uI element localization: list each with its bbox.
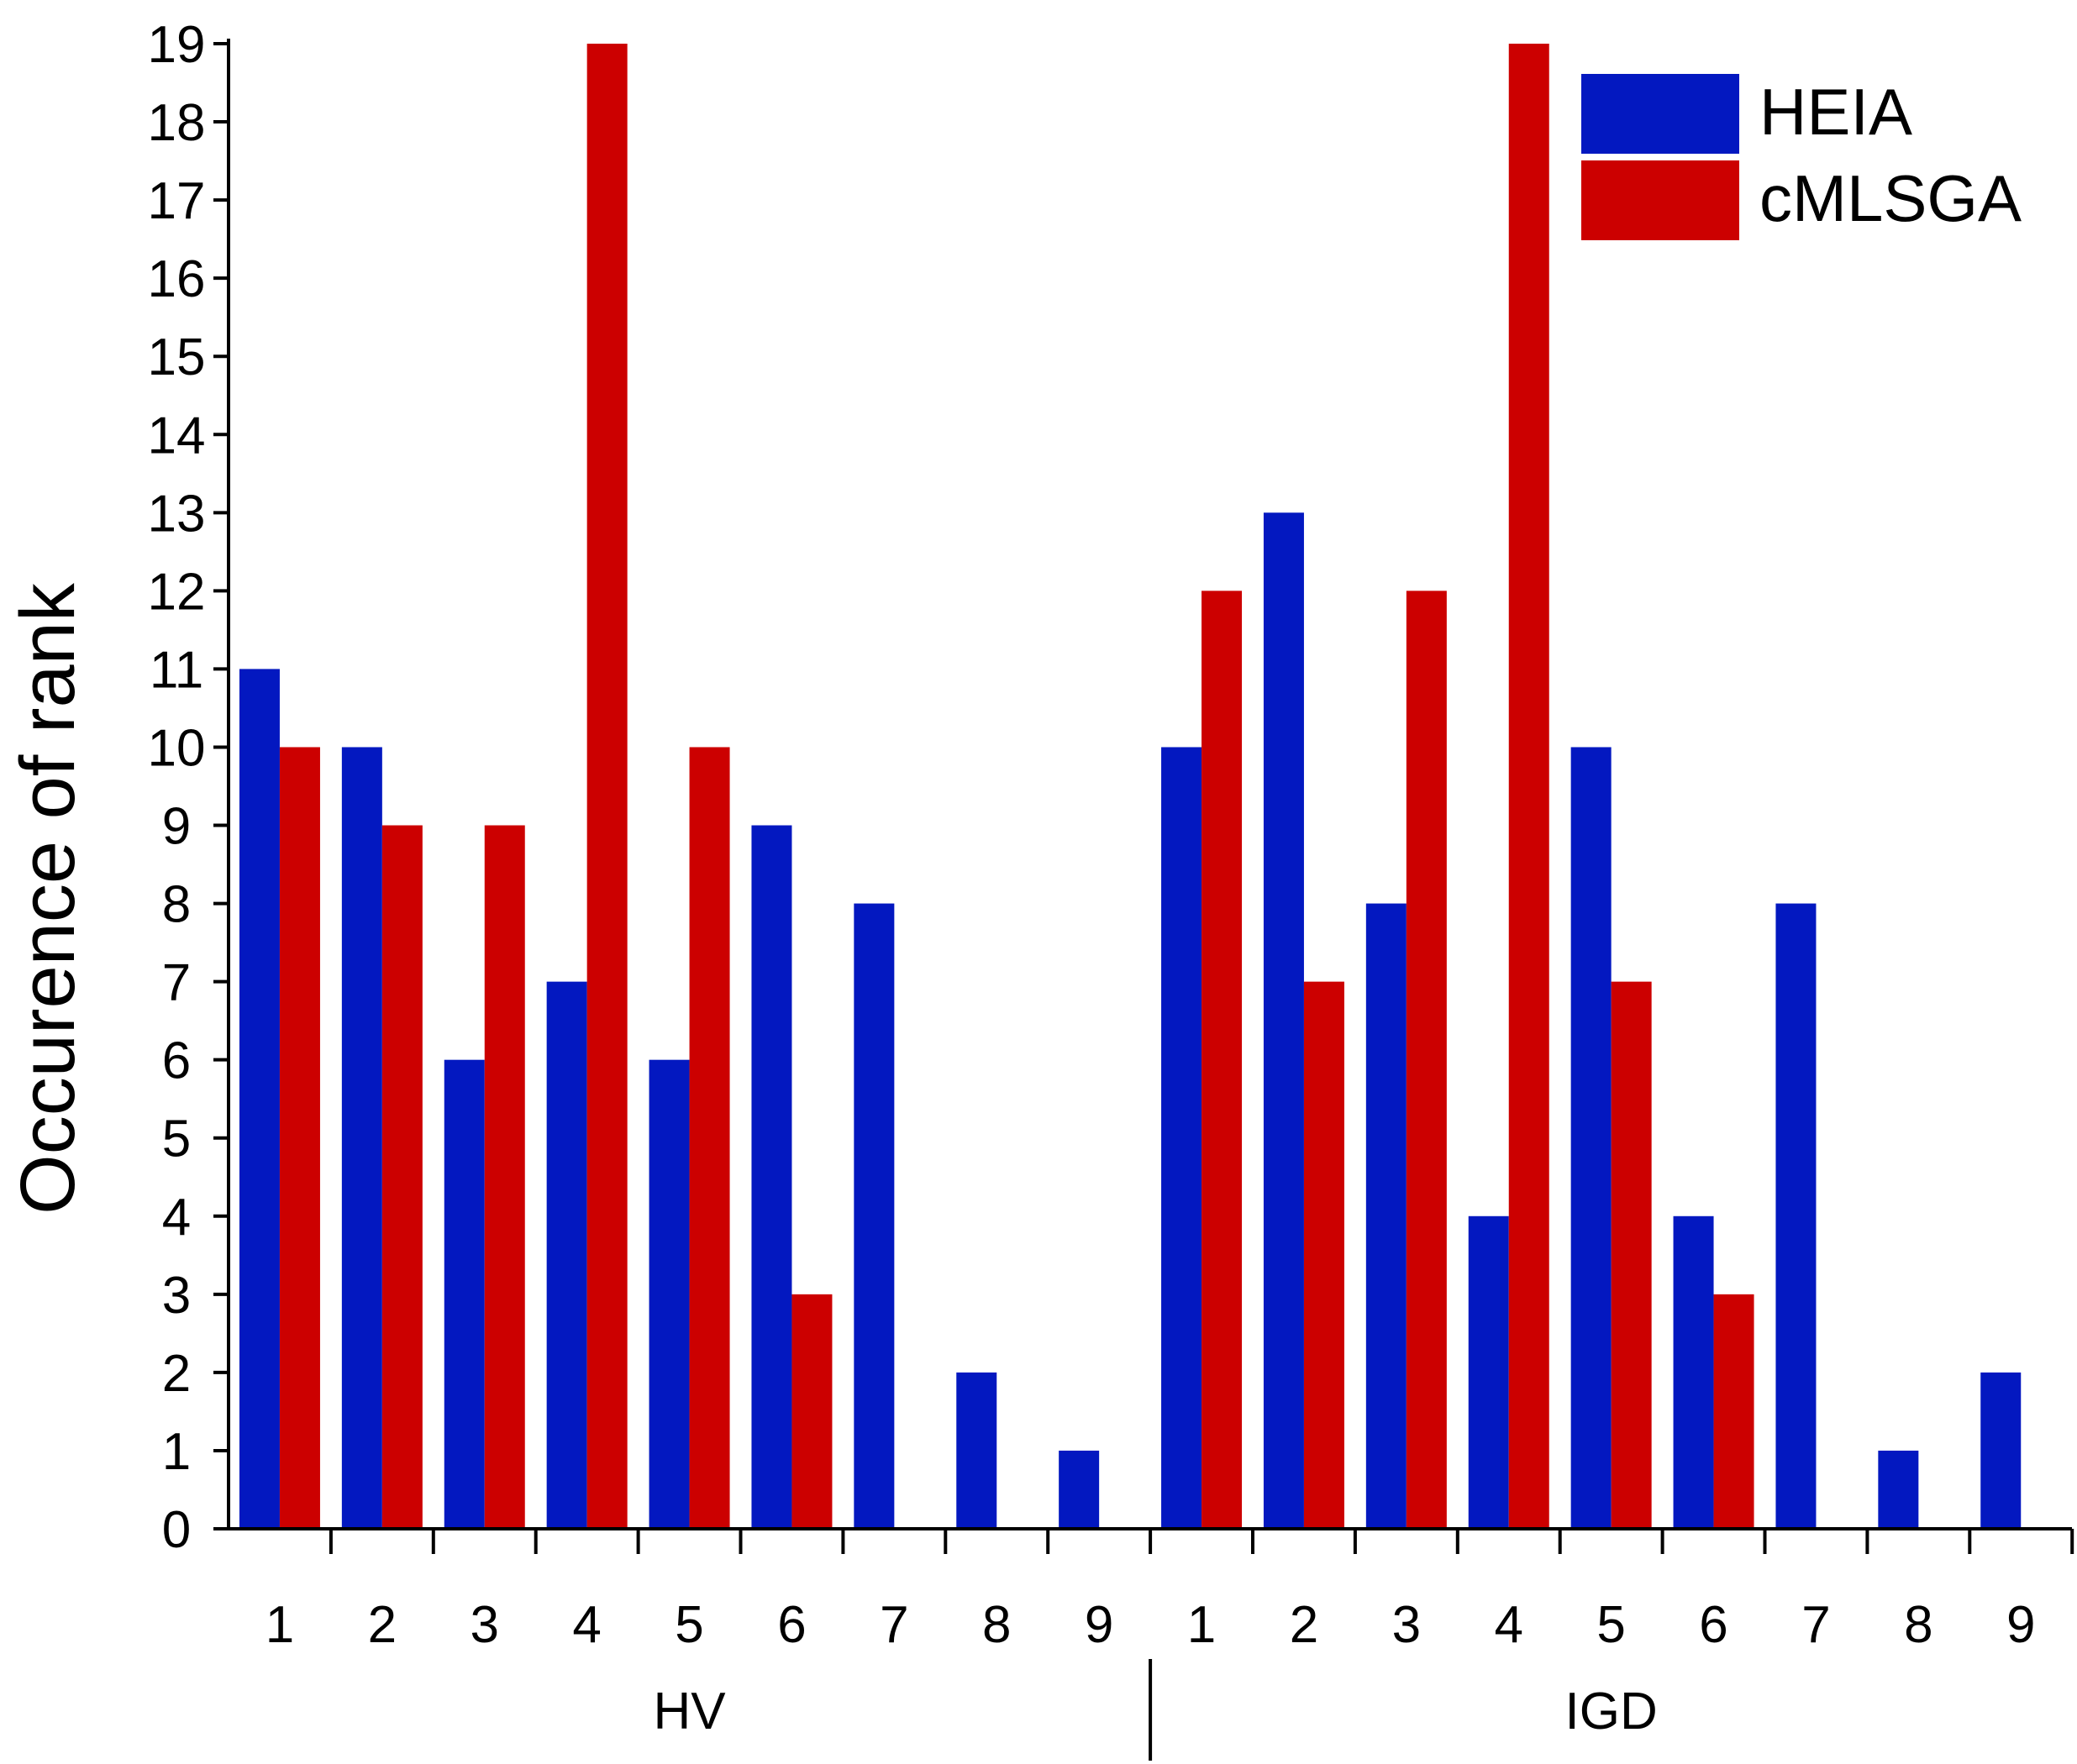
bar-igd-heia-rank-3	[1365, 903, 1407, 1529]
y-tick-label: 14	[148, 407, 206, 465]
group-label-igd: IGD	[1565, 1683, 1658, 1740]
y-tick-label: 0	[162, 1501, 191, 1559]
y-axis-label: Occurence of rank	[5, 582, 91, 1215]
y-tick-label: 15	[148, 328, 206, 386]
bar-hv-cmlsga-rank-6	[791, 1294, 833, 1529]
x-tick-label: 5	[1596, 1596, 1625, 1654]
x-tick-label: 5	[675, 1596, 703, 1654]
bar-igd-heia-rank-7	[1775, 903, 1817, 1529]
bar-hv-heia-rank-5	[649, 1059, 690, 1529]
y-tick-label: 7	[162, 954, 191, 1012]
x-tick-label: 7	[880, 1596, 908, 1654]
bars-layer	[239, 44, 2022, 1529]
bar-hv-heia-rank-9	[1059, 1450, 1100, 1529]
bar-hv-cmlsga-rank-2	[381, 825, 423, 1529]
legend-label-cmlsga: cMLSGA	[1759, 161, 2022, 235]
y-tick-label: 13	[148, 485, 206, 543]
bar-hv-heia-rank-8	[956, 1372, 997, 1529]
legend-swatch-cmlsga	[1581, 160, 1739, 240]
bar-igd-cmlsga-rank-4	[1508, 44, 1549, 1529]
y-tick-label: 18	[148, 94, 206, 152]
x-tick-label: 9	[2006, 1596, 2035, 1654]
bar-igd-heia-rank-6	[1673, 1215, 1714, 1529]
group-label-hv: HV	[653, 1683, 726, 1740]
x-tick-label: 3	[471, 1596, 499, 1654]
x-tick-label: 2	[368, 1596, 397, 1654]
bar-igd-cmlsga-rank-2	[1303, 981, 1344, 1529]
bar-hv-cmlsga-rank-5	[689, 747, 730, 1529]
legend-swatch-heia	[1581, 74, 1739, 154]
x-tick-label: 8	[982, 1596, 1011, 1654]
y-tick-label: 5	[162, 1110, 191, 1168]
y-tick-label: 11	[150, 641, 203, 699]
x-tick-label: 6	[777, 1596, 806, 1654]
y-tick-label: 2	[162, 1345, 191, 1403]
x-tick-label: 4	[1495, 1596, 1523, 1654]
bar-hv-heia-rank-7	[854, 903, 895, 1529]
bar-hv-heia-rank-3	[444, 1059, 485, 1529]
bar-igd-cmlsga-rank-3	[1406, 591, 1447, 1529]
x-tick-label: 1	[266, 1596, 294, 1654]
x-tick-label: 4	[572, 1596, 601, 1654]
x-tick-label: 6	[1699, 1596, 1727, 1654]
legend: HEIA cMLSGA	[1581, 74, 2022, 240]
bar-igd-cmlsga-rank-1	[1202, 591, 1243, 1529]
bar-igd-heia-rank-5	[1570, 747, 1612, 1529]
bar-igd-cmlsga-rank-5	[1611, 981, 1652, 1529]
y-tick-label: 3	[162, 1267, 191, 1325]
bar-hv-cmlsga-rank-4	[586, 44, 628, 1529]
bar-hv-cmlsga-rank-1	[279, 747, 320, 1529]
x-tick-label: 2	[1290, 1596, 1318, 1654]
bar-igd-heia-rank-1	[1161, 747, 1202, 1529]
bar-hv-heia-rank-4	[546, 981, 587, 1529]
y-tick-label: 16	[148, 250, 206, 308]
y-tick-label: 6	[162, 1032, 191, 1090]
bar-igd-heia-rank-2	[1263, 512, 1304, 1529]
y-tick-label: 10	[148, 719, 206, 777]
x-tick-label: 1	[1187, 1596, 1216, 1654]
x-tick-label: 3	[1392, 1596, 1421, 1654]
bar-igd-heia-rank-9	[1980, 1372, 2022, 1529]
x-tick-label: 9	[1085, 1596, 1113, 1654]
axes-layer	[213, 39, 2074, 1761]
y-tick-label: 1	[162, 1423, 191, 1481]
bar-hv-heia-rank-6	[751, 825, 792, 1529]
bar-igd-heia-rank-8	[1878, 1450, 1919, 1529]
bar-igd-cmlsga-rank-6	[1713, 1294, 1754, 1529]
bar-hv-heia-rank-2	[341, 747, 382, 1529]
bar-igd-heia-rank-4	[1468, 1215, 1509, 1529]
x-tick-label: 8	[1904, 1596, 1932, 1654]
legend-label-heia: HEIA	[1759, 75, 1912, 149]
y-tick-label: 19	[148, 16, 206, 74]
y-tick-label: 17	[148, 172, 206, 230]
bar-hv-heia-rank-1	[239, 669, 280, 1529]
x-tick-label: 7	[1801, 1596, 1830, 1654]
y-tick-label: 12	[148, 563, 206, 621]
bar-hv-cmlsga-rank-3	[484, 825, 525, 1529]
y-tick-label: 9	[162, 798, 191, 856]
y-tick-label: 4	[162, 1189, 191, 1247]
y-tick-label: 8	[162, 876, 191, 934]
